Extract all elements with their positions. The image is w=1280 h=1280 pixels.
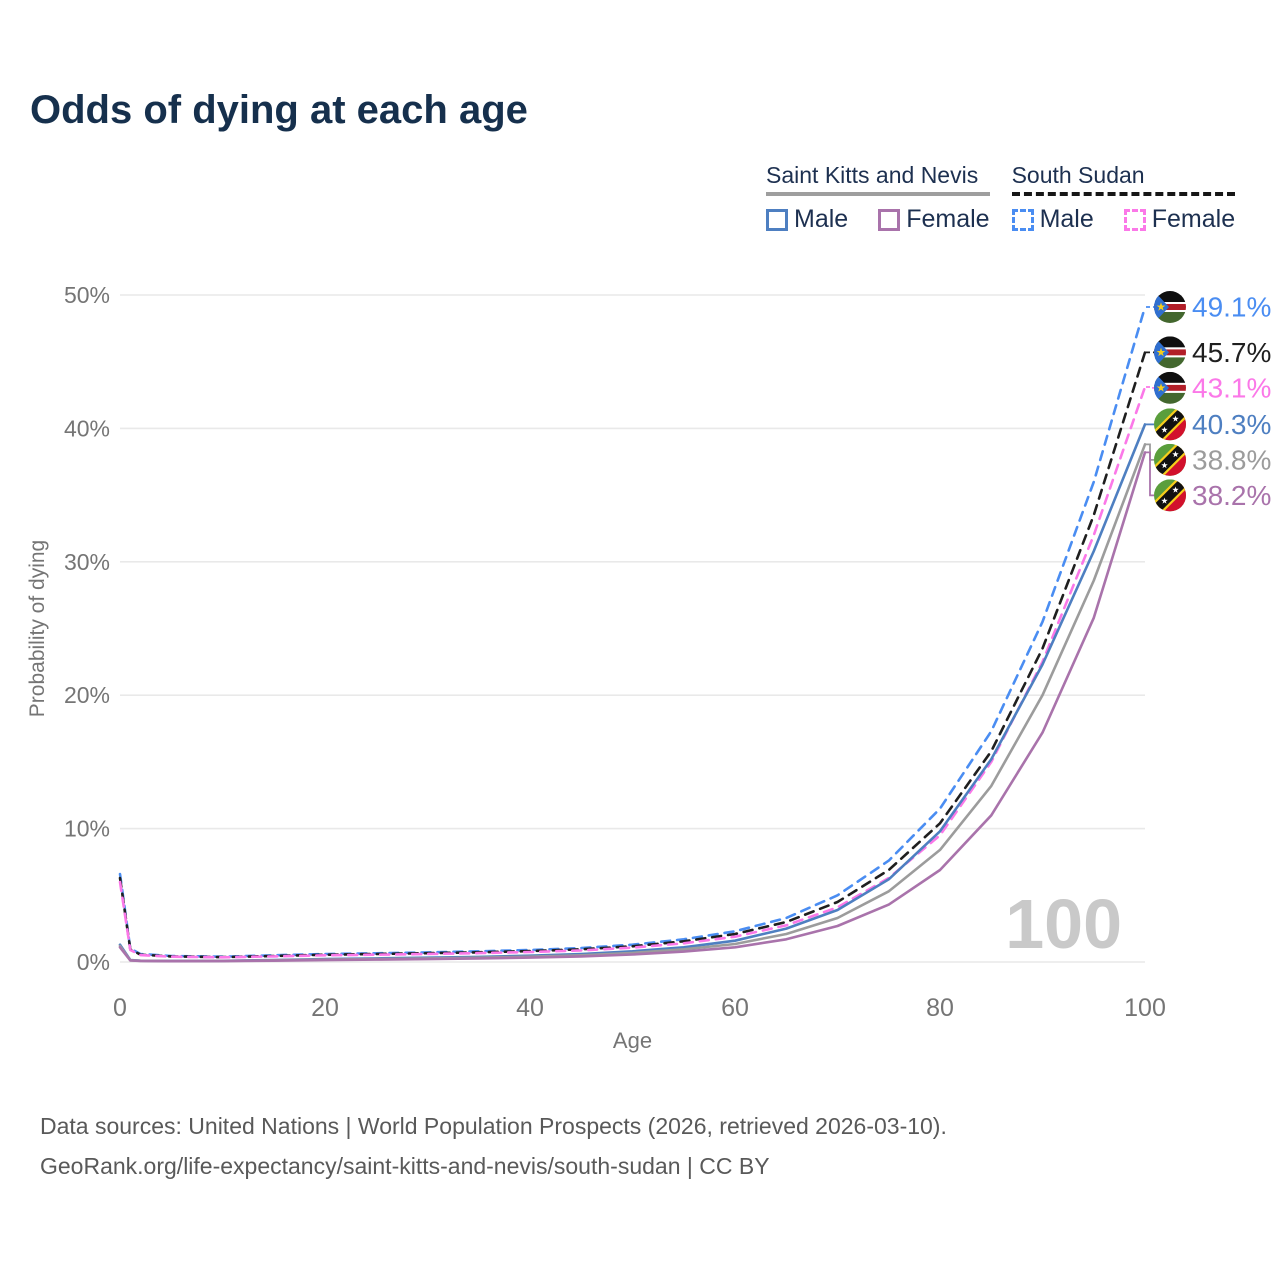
end-labels: 49.1% 45.7% 43.1% 40.3% 38.8% 38.2% — [1146, 291, 1271, 512]
legend-item-label: Female — [906, 205, 990, 233]
x-tick-label: 20 — [311, 994, 339, 1022]
end-label-value: 38.8% — [1192, 444, 1271, 475]
y-tick-label: 50% — [64, 282, 110, 308]
x-axis-title: Age — [613, 1028, 652, 1053]
footer-data-sources: Data sources: United Nations | World Pop… — [40, 1113, 947, 1139]
footer: Data sources: United Nations | World Pop… — [40, 1106, 947, 1186]
legend-item-label: Male — [1039, 205, 1094, 233]
series-line-saint-kitts-and-nevis-both-sexes[interactable] — [118, 443, 1147, 963]
end-label-value: 45.7% — [1192, 337, 1271, 368]
legend-item-saint-kitts-and-nevis-female[interactable]: Female — [878, 205, 990, 234]
legend-swatch-icon — [1011, 208, 1034, 231]
legend: Saint Kitts and Nevis Male Female South Sud… — [766, 162, 1236, 234]
y-tick-label: 40% — [64, 415, 110, 441]
legend-swatch-icon — [1123, 208, 1146, 231]
end-label-value: 49.1% — [1192, 292, 1271, 323]
x-tick-label: 60 — [721, 994, 749, 1022]
legend-items: Male Female — [766, 205, 990, 234]
gridlines — [120, 294, 1145, 963]
legend-country-label[interactable]: South Sudan — [1011, 162, 1236, 196]
series-line-south-sudan-male[interactable] — [118, 305, 1147, 959]
y-tick-label: 10% — [64, 816, 110, 842]
legend-item-saint-kitts-and-nevis-male[interactable]: Male — [766, 205, 848, 234]
flag-icon-south-sudan — [1154, 371, 1186, 404]
x-tick-label: 0 — [113, 994, 127, 1022]
flag-icon-saint-kitts-and-nevis — [1154, 479, 1186, 512]
legend-swatch-icon — [878, 208, 901, 231]
flag-icon-saint-kitts-and-nevis — [1154, 408, 1186, 441]
series-lines — [118, 305, 1147, 963]
end-label-connector — [1146, 451, 1154, 497]
legend-group-south-sudan: South Sudan Male Female — [1011, 162, 1236, 234]
legend-swatch-icon — [766, 208, 788, 231]
legend-item-south-sudan-male[interactable]: Male — [1011, 205, 1094, 234]
legend-item-label: Male — [794, 205, 849, 233]
end-label-value: 43.1% — [1192, 372, 1271, 403]
footer-url: GeoRank.org/life-expectancy/saint-kitts-… — [40, 1153, 770, 1179]
series-line-south-sudan-both-sexes[interactable] — [118, 351, 1147, 959]
y-tick-label: 20% — [64, 682, 110, 708]
legend-items: Male Female — [1011, 205, 1236, 234]
x-tick-label: 100 — [1124, 994, 1166, 1022]
x-tick-label: 40 — [516, 994, 544, 1022]
series-line-saint-kitts-and-nevis-male[interactable] — [118, 423, 1147, 963]
end-label-connector — [1146, 386, 1154, 389]
y-tick-label: 0% — [77, 949, 110, 975]
end-label-value: 38.2% — [1192, 480, 1271, 511]
flag-icon-south-sudan — [1154, 291, 1186, 323]
legend-item-south-sudan-female[interactable]: Female — [1123, 205, 1236, 234]
series-line-south-sudan-female[interactable] — [118, 385, 1147, 959]
legend-country-label[interactable]: Saint Kitts and Nevis — [766, 162, 990, 196]
axis-labels: 0% 10% 20% 30% 40% 50% 0 20 40 60 80 100 Age Probabil… — [26, 282, 1166, 1053]
series-line-saint-kitts-and-nevis-female[interactable] — [118, 451, 1147, 963]
flag-icon-south-sudan — [1154, 336, 1186, 369]
flag-icon-saint-kitts-and-nevis — [1154, 443, 1186, 476]
x-tick-label: 80 — [926, 994, 954, 1022]
y-tick-label: 30% — [64, 549, 110, 575]
end-label-value: 40.3% — [1192, 409, 1271, 440]
legend-group-saint-kitts-and-nevis: Saint Kitts and Nevis Male Female — [766, 162, 990, 234]
y-axis-title: Probability of dying — [26, 540, 49, 717]
age-ticker-watermark: 100 — [1005, 885, 1122, 963]
page-title: Odds of dying at each age — [30, 88, 528, 132]
legend-item-label: Female — [1151, 205, 1236, 233]
